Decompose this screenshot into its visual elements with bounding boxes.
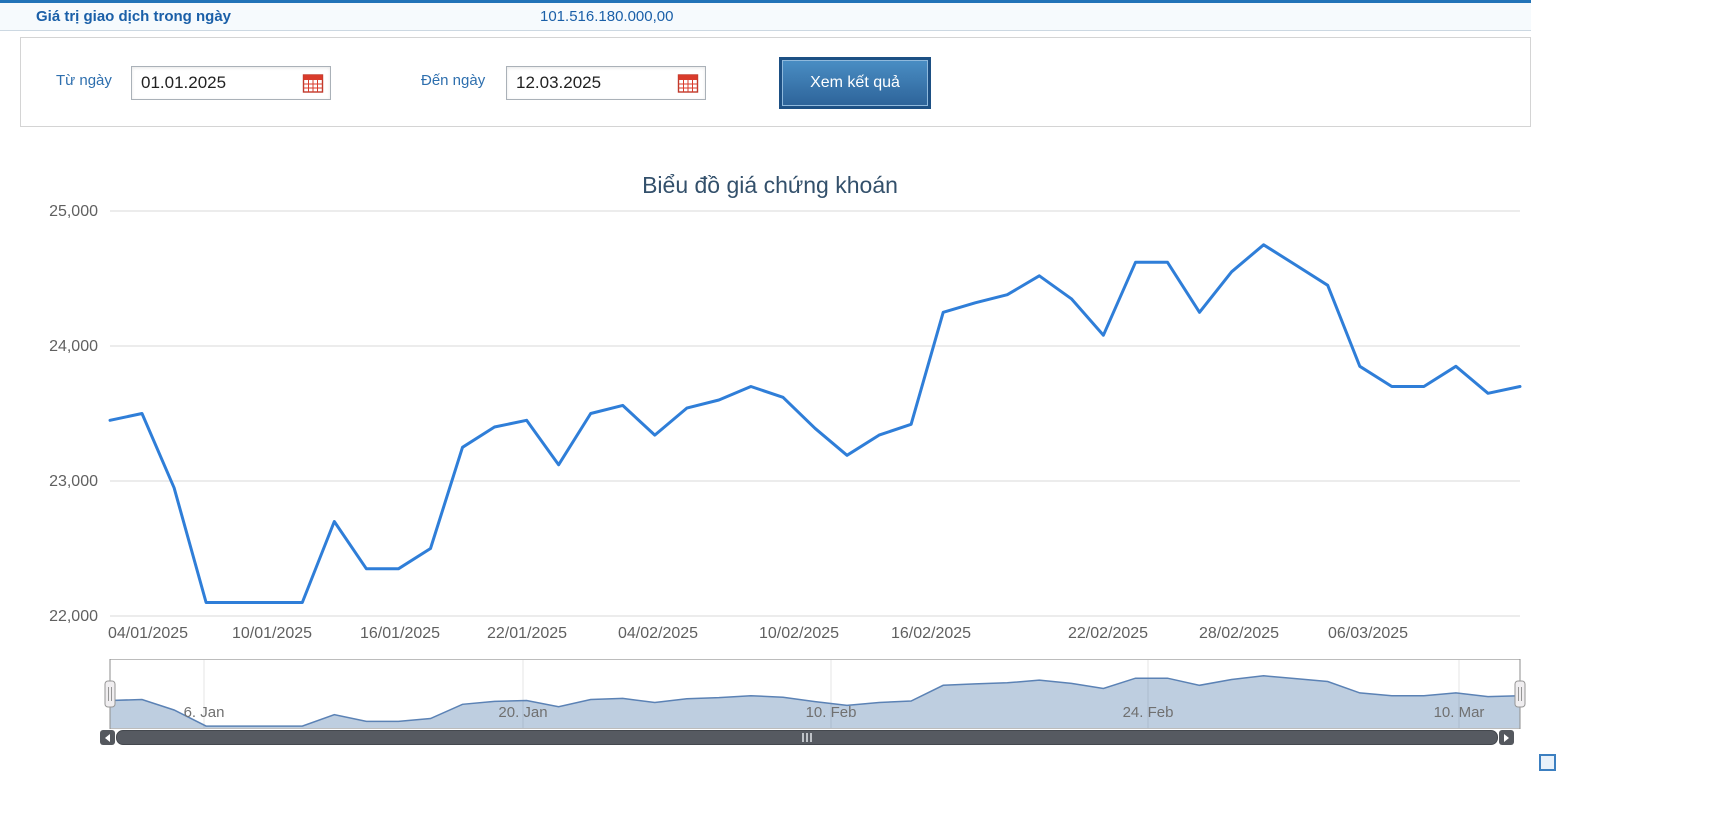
y-tick-label: 25,000 bbox=[49, 203, 98, 220]
x-tick-label: 04/02/2025 bbox=[618, 625, 698, 642]
calendar-icon[interactable] bbox=[677, 72, 699, 94]
x-tick-label: 06/03/2025 bbox=[1328, 625, 1408, 642]
stock-price-chart[interactable]: 25,000 24,000 23,000 22,000 04/01/2025 10/01/… bbox=[0, 200, 1540, 650]
navigator-label: 20. Jan bbox=[498, 704, 547, 721]
navigator-label: 10. Mar bbox=[1434, 704, 1485, 721]
x-tick-label: 28/02/2025 bbox=[1199, 625, 1279, 642]
from-date-field[interactable] bbox=[131, 66, 331, 100]
right-arrow-icon bbox=[1504, 733, 1509, 742]
y-tick-label: 23,000 bbox=[49, 473, 98, 490]
navigator-line-series bbox=[109, 675, 1521, 727]
x-tick-label: 16/02/2025 bbox=[891, 625, 971, 642]
x-tick-label: 22/02/2025 bbox=[1068, 625, 1148, 642]
scrollbar-thumb[interactable] bbox=[116, 730, 1498, 745]
scrollbar-right-arrow-button[interactable] bbox=[1499, 730, 1514, 745]
chart-navigator[interactable]: 6. Jan 20. Jan 10. Feb 24. Feb 10. Mar bbox=[0, 658, 1540, 730]
date-filter-panel: Từ ngày Đến ngày bbox=[20, 37, 1531, 127]
from-date-input[interactable] bbox=[134, 73, 284, 93]
scrollbar-left-arrow-button[interactable] bbox=[100, 730, 115, 745]
x-tick-label: 04/01/2025 bbox=[108, 625, 188, 642]
y-tick-label: 22,000 bbox=[49, 608, 98, 625]
browser-scrollbar-fragment[interactable] bbox=[1539, 754, 1556, 771]
to-date-label: Đến ngày bbox=[421, 72, 486, 89]
to-date-input[interactable] bbox=[509, 73, 659, 93]
daily-trade-value-label: Giá trị giao dịch trong ngày bbox=[36, 8, 232, 25]
scrollbar-grip-icon bbox=[802, 733, 812, 742]
calendar-icon[interactable] bbox=[302, 72, 324, 94]
daily-trade-value-bar: Giá trị giao dịch trong ngày 101.516.180… bbox=[0, 0, 1531, 31]
navigator-handle-left[interactable] bbox=[104, 659, 116, 729]
daily-trade-value: 101.516.180.000,00 bbox=[540, 8, 674, 25]
navigator-label: 6. Jan bbox=[184, 704, 225, 721]
navigator-handle-right[interactable] bbox=[1514, 659, 1526, 729]
chart-title: Biểu đồ giá chứng khoán bbox=[642, 172, 898, 198]
price-line-series[interactable] bbox=[108, 243, 1522, 604]
x-tick-label: 16/01/2025 bbox=[360, 625, 440, 642]
x-tick-label: 22/01/2025 bbox=[487, 625, 567, 642]
x-tick-label: 10/02/2025 bbox=[759, 625, 839, 642]
navigator-label: 24. Feb bbox=[1123, 704, 1174, 721]
navigator-label: 10. Feb bbox=[806, 704, 857, 721]
x-tick-label: 10/01/2025 bbox=[232, 625, 312, 642]
navigator-chart[interactable]: 6. Jan 20. Jan 10. Feb 24. Feb 10. Mar bbox=[0, 659, 1540, 729]
view-results-button[interactable]: Xem kết quả bbox=[779, 57, 931, 109]
y-tick-label: 24,000 bbox=[49, 338, 98, 355]
from-date-label: Từ ngày bbox=[56, 72, 112, 89]
left-arrow-icon bbox=[105, 733, 110, 742]
chart-scrollbar[interactable] bbox=[100, 730, 1514, 745]
to-date-field[interactable] bbox=[506, 66, 706, 100]
